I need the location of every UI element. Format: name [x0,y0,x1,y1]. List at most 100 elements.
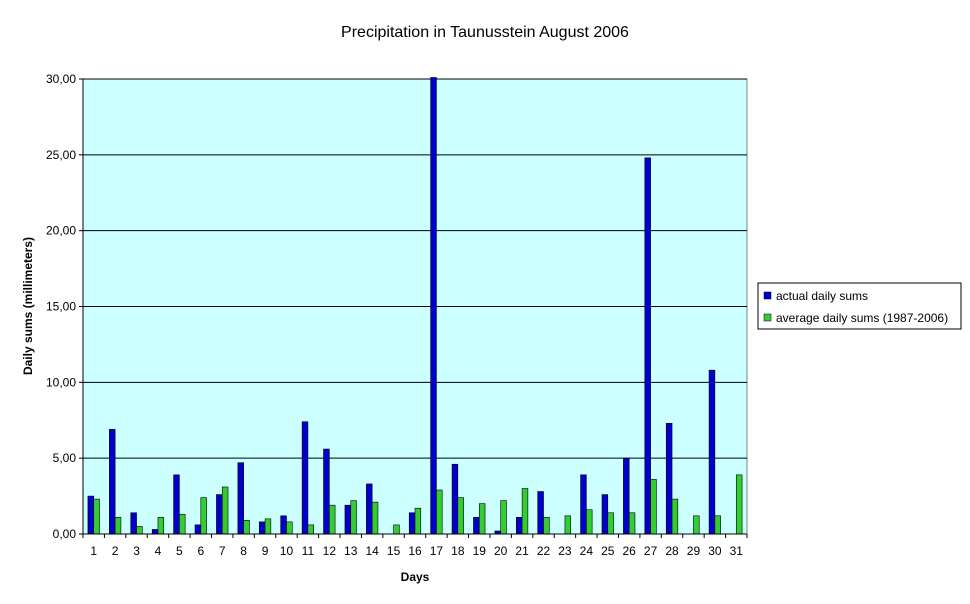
x-tick-label: 21 [515,544,529,558]
bar-actual [473,517,480,535]
x-tick-label: 14 [365,544,379,558]
gridlines [83,78,747,459]
x-axis-title: Days [401,570,430,584]
bar-average [393,524,400,535]
x-tick-label: 23 [558,544,572,558]
bar-actual [216,494,223,535]
bar-average [264,518,272,535]
bar-actual [87,495,95,535]
x-tick-label: 7 [219,544,226,558]
x-tick-label: 30 [708,544,722,558]
bar-average [564,515,572,535]
bar-average [478,503,486,535]
x-tick-labels: 1 2 3 4 5 6 7 8 9 10 11 12 13 14 15 16 17 18 19 20 21 22 23 24 2… [82,534,748,558]
x-tick-label: 31 [730,544,744,558]
bar-average [136,526,143,535]
bar-average [714,515,721,535]
x-tick-label: 3 [133,544,140,558]
bar-average [693,515,700,535]
bar-actual [580,474,587,535]
bar-average [179,513,186,535]
x-tick-label: 8 [240,544,247,558]
bar-actual [366,483,373,535]
bar-actual [408,512,416,535]
x-tick-label: 18 [451,544,465,558]
bar-average [200,497,207,535]
y-tick-label: 5,00 [53,451,77,465]
bar-average [243,520,250,535]
bar-average [543,517,550,535]
y-tick-label: 10,00 [46,375,76,389]
bar-actual [280,515,287,535]
y-tick-label: 15,00 [46,300,76,314]
bar-actual [109,429,116,535]
legend-label-average: average daily sums (1987-2006) [776,311,948,325]
bar-actual [430,77,437,535]
x-tick-label: 10 [280,544,294,558]
bar-actual [623,457,630,535]
bar-average [521,488,529,535]
x-tick-label: 16 [408,544,422,558]
x-tick-label: 29 [687,544,701,558]
y-tick-label: 20,00 [46,224,76,238]
bar-average [607,512,614,535]
bar-average [671,498,679,535]
bar-actual [258,521,266,535]
x-tick-label: 26 [623,544,637,558]
x-tick-label: 17 [430,544,444,558]
y-tick-label: 25,00 [46,148,76,162]
bar-average [114,517,122,535]
bar-average [221,486,229,535]
bar-actual [130,512,137,535]
bar-average [329,504,336,535]
y-axis-title: Daily sums (millimeters) [21,237,35,375]
bar-actual [516,517,523,535]
bar-average [457,497,464,535]
x-tick-label: 20 [494,544,508,558]
bar-average [157,517,165,535]
x-tick-label: 12 [323,544,337,558]
y-tick-label: 0,00 [53,527,77,541]
bar-average [500,500,507,535]
legend: actual daily sums average daily sums (19… [757,282,962,330]
bar-actual [237,462,244,535]
x-tick-label: 2 [112,544,119,558]
bars [87,77,743,535]
x-tick-label: 5 [176,544,183,558]
x-tick-label: 1 [90,544,97,558]
bar-average [414,507,422,535]
bar-average [350,500,357,535]
x-tick-label: 27 [644,544,658,558]
bar-actual [601,494,609,535]
bar-average [286,521,293,535]
legend-label-actual: actual daily sums [776,289,868,303]
x-tick-label: 19 [473,544,487,558]
bar-average [628,512,636,535]
bar-actual [323,448,330,535]
bar-actual [194,524,202,535]
bar-actual [665,422,673,535]
x-tick-label: 4 [155,544,162,558]
legend-box [757,282,962,330]
bar-actual [173,474,180,535]
bar-average [436,489,443,535]
bar-average [650,479,657,535]
bar-actual [151,529,159,535]
x-tick-label: 24 [580,544,594,558]
bar-average [586,509,593,535]
bar-actual [301,421,309,535]
bar-average [735,474,743,535]
bar-actual [344,504,352,535]
bar-actual [537,491,544,535]
legend-swatch-average [763,313,772,322]
x-tick-label: 22 [537,544,551,558]
x-tick-label: 11 [302,544,315,558]
x-tick-label: 28 [665,544,679,558]
y-tick-label: 30,00 [46,72,76,86]
x-tick-label: 15 [387,544,401,558]
chart-title: Precipitation in Taunusstein August 2006 [341,24,629,41]
x-tick-label: 9 [262,544,269,558]
x-tick-label: 6 [197,544,204,558]
x-tick-label: 13 [344,544,358,558]
